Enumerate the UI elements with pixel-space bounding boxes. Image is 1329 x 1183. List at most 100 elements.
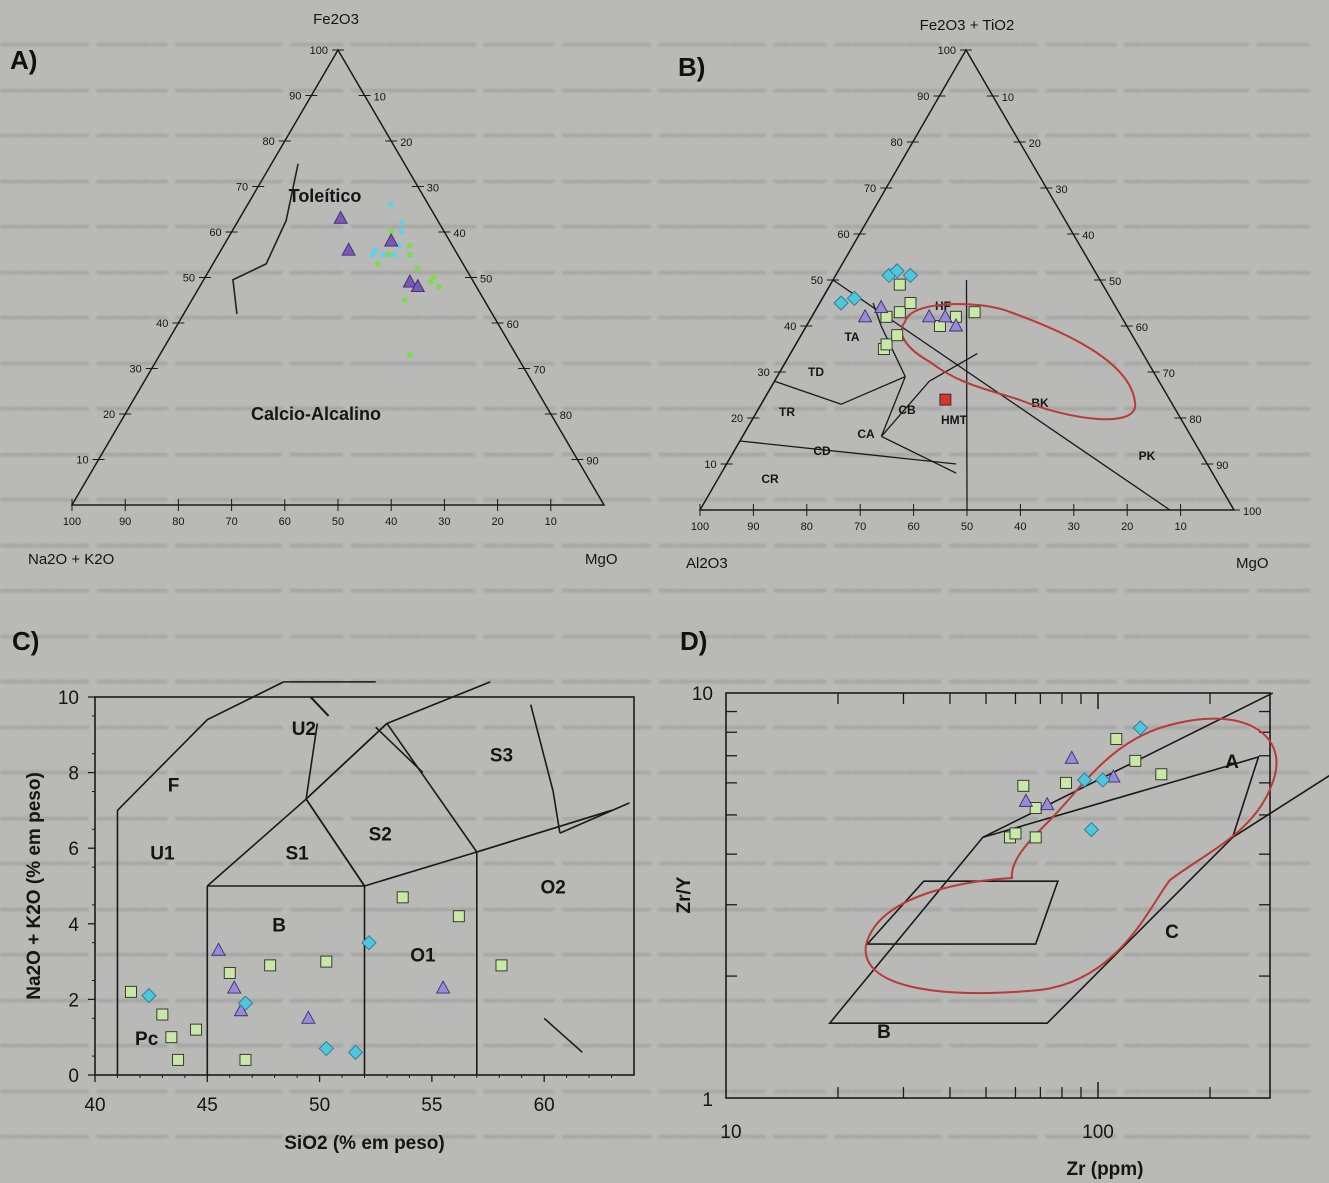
tick-label: 100 <box>691 521 709 533</box>
data-point <box>141 987 157 1004</box>
data-point <box>165 1031 178 1044</box>
field-label: TR <box>779 405 795 419</box>
tick-label: 30 <box>438 516 450 528</box>
field-label: F <box>168 776 180 797</box>
field-label: C <box>1165 922 1179 943</box>
background-line: ▁▁▁▁▁ ▁▁▁▁ ▁▁▁▁▁▁ ▁▁▁ ▁▁▁▁▁▁▁ ▁▁▁▁ ▁▁▁▁▁… <box>0 113 1311 137</box>
field-boundary <box>880 380 930 437</box>
field-label: Toleítico <box>289 186 362 206</box>
data-point <box>1009 827 1022 840</box>
data-point <box>388 202 394 208</box>
data-point <box>893 306 906 319</box>
field-boundary <box>880 325 906 377</box>
tick-label: 10 <box>374 92 386 104</box>
tick-label: 20 <box>400 137 412 149</box>
data-point <box>968 306 981 319</box>
field-label: S3 <box>490 745 513 766</box>
tick-label: 60 <box>279 516 291 528</box>
tick-label: 90 <box>917 91 929 103</box>
tick-label: 10 <box>720 1122 741 1143</box>
field-label: TA <box>844 330 859 344</box>
tick-label: 45 <box>197 1095 218 1116</box>
background-line: ▁▁▁▁▁ ▁▁▁▁ ▁▁▁▁▁▁ ▁▁▁ ▁▁▁▁▁▁▁ ▁▁▁▁ ▁▁▁▁▁… <box>0 1114 1311 1138</box>
field-boundary <box>929 353 978 382</box>
data-point <box>399 229 405 235</box>
data-point <box>937 308 953 323</box>
tick-label: 60 <box>837 229 849 241</box>
data-point <box>190 1023 203 1036</box>
tick-label: 90 <box>119 516 131 528</box>
background-line: ▁▁▁▁▁ ▁▁▁▁ ▁▁▁▁▁▁ ▁▁▁ ▁▁▁▁▁▁▁ ▁▁▁▁ ▁▁▁▁▁… <box>0 431 1311 456</box>
tick-label: 100 <box>310 45 328 57</box>
triangle-frame <box>70 48 606 506</box>
tick-label: 70 <box>225 516 237 528</box>
tick-label: 70 <box>236 182 248 194</box>
data-point <box>889 263 905 279</box>
background-line: ▁▁▁▁▁ ▁▁▁▁ ▁▁▁▁▁▁ ▁▁▁ ▁▁▁▁▁▁▁ ▁▁▁▁ ▁▁▁▁▁… <box>0 22 1311 46</box>
tas-field-boundary <box>305 722 388 800</box>
data-point <box>1083 821 1100 838</box>
tick-label: 50 <box>309 1095 330 1116</box>
data-point <box>410 278 426 293</box>
tick-label: 100 <box>63 516 81 528</box>
tick-label: 40 <box>1082 230 1094 242</box>
tick-label: 50 <box>480 274 492 286</box>
tas-field-boundary <box>206 681 491 887</box>
tick-label: 40 <box>385 516 397 528</box>
tick-label: 2 <box>68 990 79 1011</box>
tas-field-boundary <box>476 809 612 853</box>
background-line: ▁▁▁▁▁ ▁▁▁▁ ▁▁▁▁▁▁ ▁▁▁ ▁▁▁▁▁▁▁ ▁▁▁▁ ▁▁▁▁▁… <box>0 67 1311 92</box>
data-point <box>372 247 378 253</box>
sample-envelope <box>864 717 1278 994</box>
field-boundary <box>774 380 842 405</box>
background-line: ▁▁▁▁▁ ▁▁▁▁ ▁▁▁▁▁▁ ▁▁▁ ▁▁▁▁▁▁▁ ▁▁▁▁ ▁▁▁▁▁… <box>0 386 1311 410</box>
field-boundary <box>872 302 882 327</box>
field-label: O1 <box>410 946 436 967</box>
tick-label: 30 <box>1068 521 1080 533</box>
data-point <box>1017 779 1030 792</box>
panel-letter-a: A) <box>10 45 38 75</box>
tas-field-boundary <box>559 802 630 834</box>
tick-label: 50 <box>961 521 973 533</box>
background-line: ▁▁▁▁▁ ▁▁▁▁ ▁▁▁▁▁▁ ▁▁▁ ▁▁▁▁▁▁▁ ▁▁▁▁ ▁▁▁▁▁… <box>0 204 1311 228</box>
tick-label: 30 <box>427 183 439 195</box>
data-point <box>904 297 917 309</box>
tick-label: 70 <box>1163 368 1175 380</box>
tas-field-boundary <box>305 723 319 800</box>
field-boundary <box>739 440 957 465</box>
field-label: B <box>272 915 286 936</box>
chart-d-zr-zry: 10 100 1 10 Zr (ppm) Zr/Y A B C <box>674 684 1329 1180</box>
field-label: Calcio-Alcalino <box>251 404 381 424</box>
tick-label: 90 <box>586 456 598 468</box>
tick-label: 55 <box>421 1095 442 1116</box>
field-label: TD <box>808 365 824 379</box>
field-label: CR <box>761 472 779 486</box>
data-point <box>396 243 402 249</box>
field-boundary <box>723 279 834 469</box>
y-axis-label: Zr/Y <box>674 876 695 913</box>
tick-label: 10 <box>76 455 88 467</box>
field-boundary <box>841 376 906 405</box>
background-line: ▁▁▁▁▁ ▁▁▁▁ ▁▁▁▁▁▁ ▁▁▁ ▁▁▁▁▁▁▁ ▁▁▁▁ ▁▁▁▁▁… <box>0 158 1311 183</box>
tick-label: 40 <box>84 1095 105 1116</box>
background-line: ▁▁▁▁▁ ▁▁▁▁ ▁▁▁▁▁▁ ▁▁▁ ▁▁▁▁▁▁▁ ▁▁▁▁ ▁▁▁▁▁… <box>0 841 1311 865</box>
apex-label-left: Na2O + K2O <box>28 551 114 568</box>
tick-label: 80 <box>891 137 903 149</box>
data-point <box>415 265 421 271</box>
data-point <box>383 233 399 247</box>
apex-label-top: Fe2O3 + TiO2 <box>920 17 1015 34</box>
data-point <box>407 252 413 258</box>
tick-label: 50 <box>811 275 823 287</box>
apex-label-right: MgO <box>585 551 618 568</box>
background-line: ▁▁▁▁▁ ▁▁▁▁ ▁▁▁▁▁▁ ▁▁▁ ▁▁▁▁▁▁▁ ▁▁▁▁ ▁▁▁▁▁… <box>0 932 1311 956</box>
data-point <box>402 297 407 303</box>
data-point <box>237 995 254 1011</box>
data-point <box>124 985 137 998</box>
tick-label: 30 <box>1055 184 1067 196</box>
data-point <box>495 959 508 972</box>
field-label: S1 <box>286 844 310 865</box>
panel-letter-c: C) <box>12 626 40 656</box>
data-point <box>857 308 873 323</box>
data-point <box>939 393 952 406</box>
tick-label: 100 <box>1082 1122 1114 1143</box>
